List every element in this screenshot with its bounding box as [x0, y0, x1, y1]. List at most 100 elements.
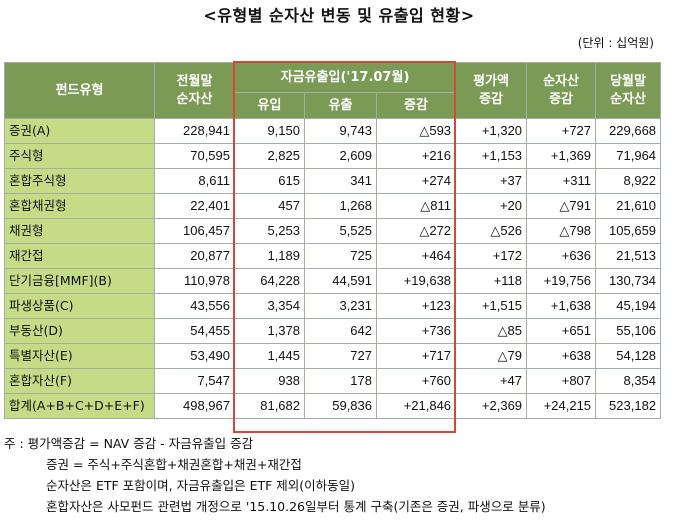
fund-flow-table: 펀드유형 전월말 순자산 자금유출입('17.07월) 평가액 증감 순자산 증…	[4, 62, 662, 419]
cell-inflow: 615	[234, 168, 305, 194]
cell-valuation-change: △526	[455, 218, 528, 244]
cell-net-flow: +19,638	[375, 268, 457, 294]
header-flow-group: 자금유출입('17.07월)	[233, 62, 457, 93]
cell-outflow: 725	[304, 243, 377, 269]
table-row: 증권(A) 228,941 9,150 9,743 △593 +1,320 +727 229,…	[4, 118, 662, 144]
cell-outflow: 178	[304, 368, 377, 394]
cell-this-month: 21,513	[595, 243, 662, 269]
header-prev-month: 전월말 순자산	[154, 62, 235, 119]
cell-valuation-change: +1,320	[455, 118, 528, 144]
footnote-3: 순자산은 ETF 포함이며, 자금유출입은 ETF 제외(이하동일)	[46, 478, 356, 493]
cell-nav-change: △791	[526, 193, 597, 219]
cell-inflow: 1,378	[234, 318, 305, 344]
cell-net-flow: +274	[375, 168, 457, 194]
footnotes: 주 : 평가액증감 = NAV 증감 - 자금유출입 증감 증권 = 주식+주식…	[4, 433, 546, 517]
cell-prev-month: 498,967	[154, 393, 235, 419]
header-outflow: 유출	[304, 92, 377, 119]
cell-fund-type: 채권형	[4, 218, 155, 244]
cell-net-flow: +736	[375, 318, 457, 344]
cell-this-month: 71,964	[595, 143, 662, 169]
cell-prev-month: 8,611	[154, 168, 235, 194]
cell-this-month: 523,182	[595, 393, 662, 419]
cell-inflow: 1,189	[234, 243, 305, 269]
cell-valuation-change: △85	[455, 318, 528, 344]
cell-this-month: 8,354	[595, 368, 662, 394]
cell-net-flow: +123	[375, 293, 457, 319]
cell-valuation-change: +47	[455, 368, 528, 394]
cell-valuation-change: +1,515	[455, 293, 528, 319]
cell-this-month: 229,668	[595, 118, 662, 144]
cell-valuation-change: +37	[455, 168, 528, 194]
cell-this-month: 130,734	[595, 268, 662, 294]
cell-fund-type: 단기금융[MMF](B)	[4, 268, 155, 294]
table-row: 혼합채권형 22,401 457 1,268 △811 +20 △791 21,610	[4, 193, 662, 219]
cell-inflow: 1,445	[234, 343, 305, 369]
cell-this-month: 21,610	[595, 193, 662, 219]
cell-prev-month: 22,401	[154, 193, 235, 219]
table-row: 특별자산(E) 53,490 1,445 727 +717 △79 +638 54,128	[4, 343, 662, 369]
cell-nav-change: +638	[526, 343, 597, 369]
cell-valuation-change: +2,369	[455, 393, 528, 419]
footnote-2: 증권 = 주식+주식혼합+채권혼합+채권+재간접	[46, 457, 302, 472]
cell-prev-month: 70,595	[154, 143, 235, 169]
header-this-month: 당월말 순자산	[595, 62, 662, 119]
cell-outflow: 44,591	[304, 268, 377, 294]
cell-fund-type: 특별자산(E)	[4, 343, 155, 369]
table-row: 채권형 106,457 5,253 5,525 △272 △526 △798 105,659	[4, 218, 662, 244]
cell-inflow: 457	[234, 193, 305, 219]
table-row: 부동산(D) 54,455 1,378 642 +736 △85 +651 55,106	[4, 318, 662, 344]
cell-valuation-change: +1,153	[455, 143, 528, 169]
cell-nav-change: △798	[526, 218, 597, 244]
table-row: 합계(A+B+C+D+E+F) 498,967 81,682 59,836 +21,84…	[4, 393, 662, 419]
cell-nav-change: +24,215	[526, 393, 597, 419]
header-inflow: 유입	[234, 92, 305, 119]
cell-fund-type: 부동산(D)	[4, 318, 155, 344]
cell-prev-month: 106,457	[154, 218, 235, 244]
cell-net-flow: △272	[375, 218, 457, 244]
cell-outflow: 642	[304, 318, 377, 344]
cell-net-flow: △811	[375, 193, 457, 219]
header-valuation-change: 평가액 증감	[455, 62, 528, 119]
cell-outflow: 3,231	[304, 293, 377, 319]
cell-inflow: 938	[234, 368, 305, 394]
table-row: 단기금융[MMF](B) 110,978 64,228 44,591 +19,638 +1…	[4, 268, 662, 294]
cell-outflow: 9,743	[304, 118, 377, 144]
cell-valuation-change: +118	[455, 268, 528, 294]
table-row: 재간접 20,877 1,189 725 +464 +172 +636 21,513	[4, 243, 662, 269]
cell-nav-change: +807	[526, 368, 597, 394]
cell-inflow: 5,253	[234, 218, 305, 244]
cell-prev-month: 43,556	[154, 293, 235, 319]
cell-prev-month: 54,455	[154, 318, 235, 344]
cell-nav-change: +1,638	[526, 293, 597, 319]
cell-outflow: 1,268	[304, 193, 377, 219]
cell-fund-type: 혼합자산(F)	[4, 368, 155, 394]
cell-net-flow: △593	[375, 118, 457, 144]
footnote-1: 주 : 평가액증감 = NAV 증감 - 자금유출입 증감	[4, 436, 254, 451]
cell-inflow: 9,150	[234, 118, 305, 144]
cell-net-flow: +760	[375, 368, 457, 394]
table-title: <유형별 순자산 변동 및 유출입 현황>	[203, 6, 475, 25]
cell-net-flow: +21,846	[375, 393, 457, 419]
cell-inflow: 81,682	[234, 393, 305, 419]
cell-fund-type: 혼합주식형	[4, 168, 155, 194]
cell-fund-type: 합계(A+B+C+D+E+F)	[4, 393, 155, 419]
header-fund-type: 펀드유형	[4, 62, 155, 119]
cell-net-flow: +464	[375, 243, 457, 269]
cell-outflow: 2,609	[304, 143, 377, 169]
cell-prev-month: 7,547	[154, 368, 235, 394]
cell-this-month: 54,128	[595, 343, 662, 369]
cell-this-month: 8,922	[595, 168, 662, 194]
cell-prev-month: 228,941	[154, 118, 235, 144]
cell-nav-change: +636	[526, 243, 597, 269]
cell-outflow: 341	[304, 168, 377, 194]
table-row: 혼합주식형 8,611 615 341 +274 +37 +311 8,922	[4, 168, 662, 194]
cell-nav-change: +727	[526, 118, 597, 144]
footnote-4: 혼합자산은 사모펀드 관련법 개정으로 '15.10.26일부터 통계 구축(기…	[46, 499, 546, 514]
cell-fund-type: 재간접	[4, 243, 155, 269]
cell-prev-month: 110,978	[154, 268, 235, 294]
cell-outflow: 59,836	[304, 393, 377, 419]
cell-prev-month: 53,490	[154, 343, 235, 369]
cell-inflow: 2,825	[234, 143, 305, 169]
cell-net-flow: +717	[375, 343, 457, 369]
cell-fund-type: 파생상품(C)	[4, 293, 155, 319]
